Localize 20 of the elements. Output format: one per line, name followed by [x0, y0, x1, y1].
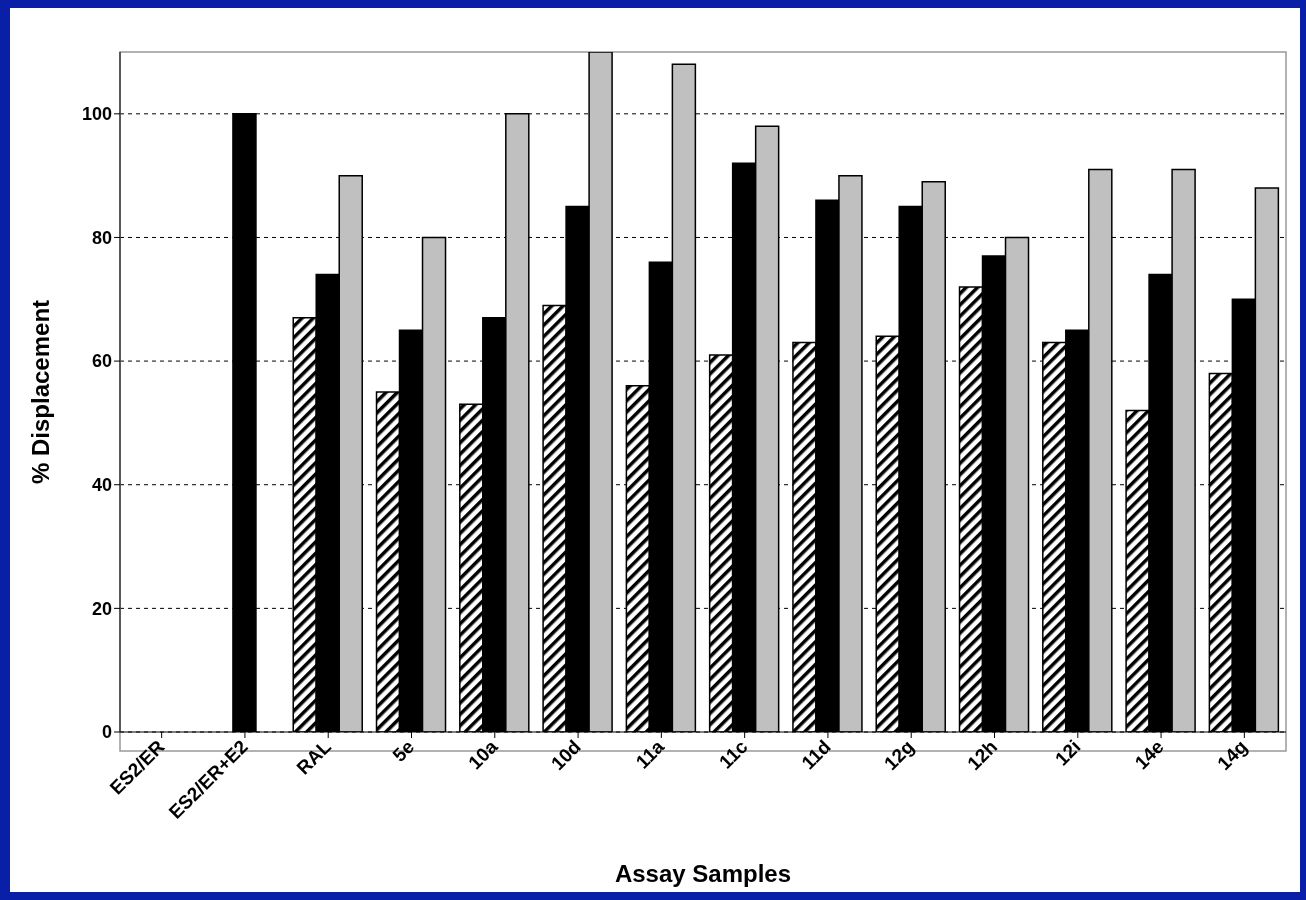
x-tick-label: 5e — [388, 735, 419, 766]
x-tick-label: RAL — [292, 735, 336, 779]
y-tick-label: 40 — [91, 475, 112, 496]
x-tick-label: 12g — [880, 735, 919, 774]
y-tick-label: 0 — [101, 722, 112, 743]
y-axis-title: % Displacement — [26, 299, 54, 485]
y-tick-label: 60 — [91, 351, 112, 372]
x-axis-title: Assay Samples — [614, 860, 792, 887]
x-tick-label: 11c — [714, 735, 752, 773]
y-tick-label: 20 — [91, 598, 112, 619]
x-tick-label: 12i — [1051, 735, 1085, 770]
y-tick-label: 80 — [91, 227, 112, 248]
x-tick-label: 10a — [464, 735, 502, 774]
x-tick-label: 12h — [963, 735, 1002, 774]
x-tick-label: 14g — [1213, 735, 1252, 774]
x-tick-label: 11d — [797, 735, 835, 774]
y-tick-label: 100 — [81, 104, 112, 125]
x-tick-label: 10d — [546, 735, 585, 774]
x-tick-label: 11a — [631, 735, 669, 773]
x-tick-label: 14e — [1130, 735, 1168, 774]
